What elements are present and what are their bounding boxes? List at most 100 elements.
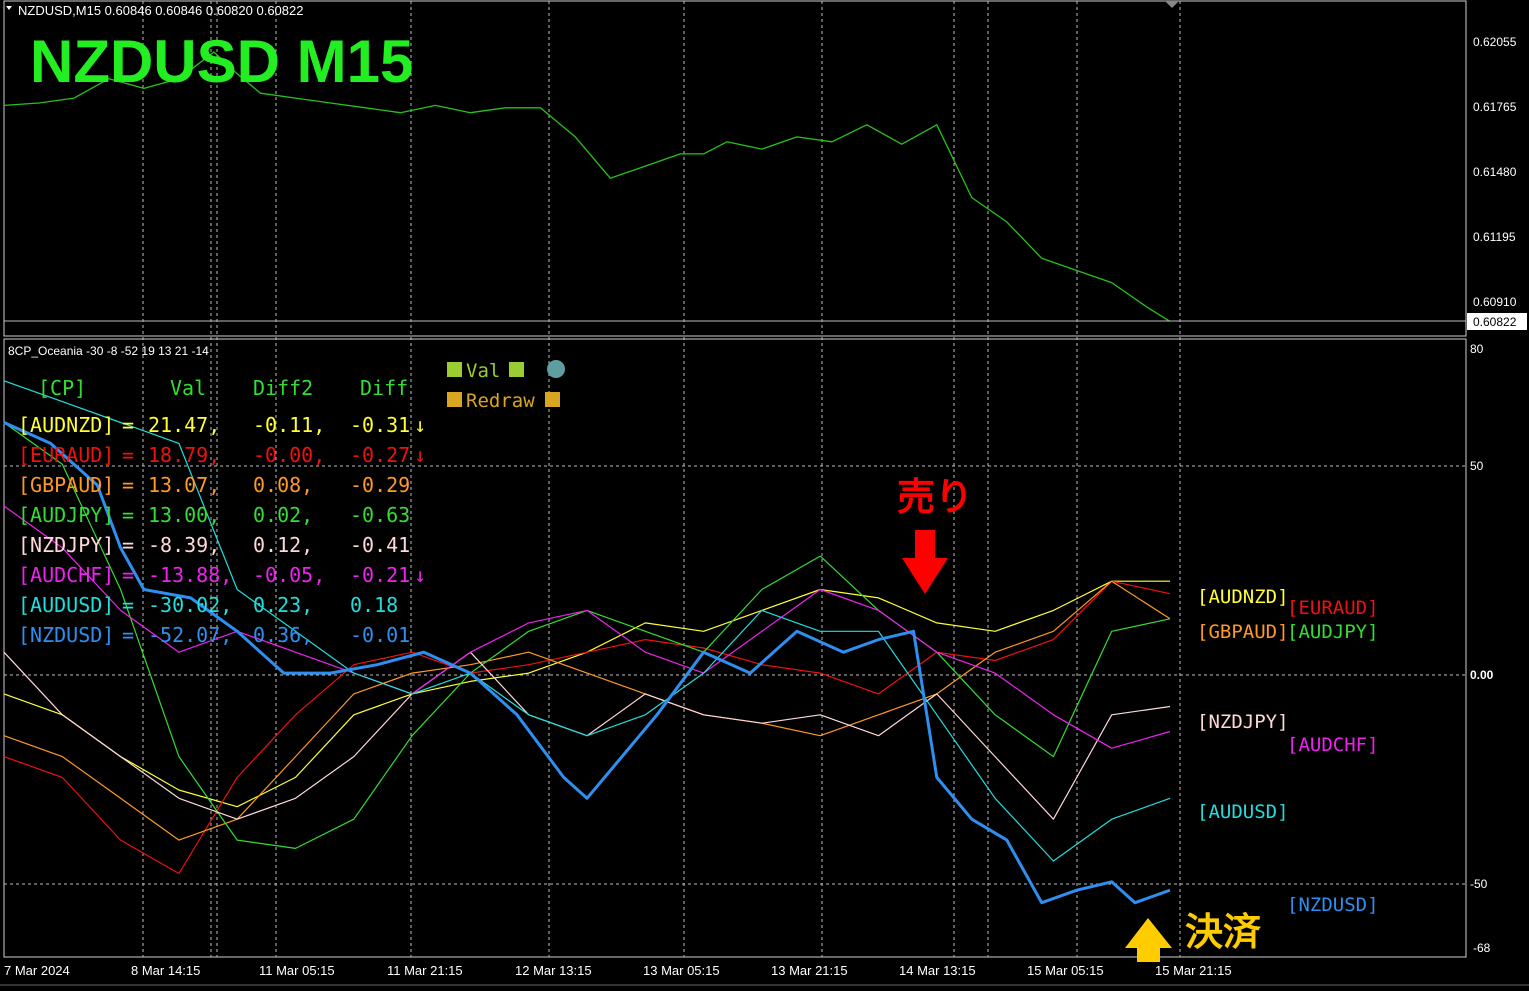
time-tick: 11 Mar 21:15 (387, 963, 463, 978)
table-cell-val: -30.02, (148, 593, 232, 617)
legend-buttons: Val Redraw (447, 360, 565, 412)
table-cell-diff2: 0.36, (253, 623, 313, 647)
table-cell-sep: = (122, 623, 134, 647)
table-cell-sep: = (122, 563, 134, 587)
table-cell-diff: -0.21 (350, 563, 410, 587)
table-cell-pair: [AUDCHF] (18, 563, 114, 587)
table-cell-diff: -0.29 (350, 473, 410, 497)
ind-tick: -50 (1470, 877, 1488, 891)
table-cell-diff: -0.31 (350, 413, 410, 437)
table-header-val: Val (170, 376, 206, 400)
time-tick: 13 Mar 05:15 (643, 963, 720, 978)
val-square-icon[interactable] (509, 362, 524, 377)
redraw-label[interactable]: Redraw (466, 390, 535, 412)
table-cell-diff2: -0.11, (253, 413, 325, 437)
time-tick: 13 Mar 21:15 (771, 963, 848, 978)
series-label: [NZDUSD] (1287, 894, 1379, 916)
series-line-nzdusd (3, 421, 1171, 905)
redraw-square-icon[interactable] (447, 392, 462, 407)
series-label: [GBPAUD] (1197, 621, 1289, 643)
series-line-audchf (3, 505, 1171, 749)
time-tick: 12 Mar 13:15 (515, 963, 592, 978)
redraw-square-icon[interactable] (545, 392, 560, 407)
time-tick: 8 Mar 14:15 (131, 963, 200, 978)
table-cell-val: 21.47, (148, 413, 220, 437)
table-header-cp: [CP] (38, 376, 86, 400)
table-cell-sep: = (122, 503, 134, 527)
time-tick: 15 Mar 21:15 (1155, 963, 1232, 978)
price-series (3, 51, 1171, 322)
price-panel-frame (3, 0, 1467, 337)
price-tick: 0.61480 (1473, 165, 1517, 179)
current-price-label: 0.60822 (1473, 315, 1517, 329)
table-cell-diff2: 0.08, (253, 473, 313, 497)
price-tick: 0.62055 (1473, 35, 1517, 49)
table-cell-pair: [NZDJPY] (18, 533, 114, 557)
table-cell-diff: 0.18 (350, 593, 398, 617)
table-header-diff2: Diff2 (253, 376, 313, 400)
series-label: [EURAUD] (1287, 597, 1379, 619)
series-label: [AUDNZD] (1197, 586, 1289, 608)
time-tick: 7 Mar 2024 (4, 963, 70, 978)
table-cell-diff: -0.01 (350, 623, 410, 647)
sell-annotation: 売り (897, 475, 973, 519)
table-cell-pair: [GBPAUD] (18, 473, 114, 497)
ind-tick: 0.00 (1470, 668, 1494, 682)
price-line (3, 51, 1171, 322)
indicator-title: 8CP_Oceania -30 -8 -52 19 13 21 -14 (8, 344, 209, 358)
current-price-box (1467, 313, 1527, 330)
price-tick: 0.61195 (1473, 230, 1516, 244)
table-cell-pair: [AUDJPY] (18, 503, 114, 527)
table-cell-sep: = (122, 593, 134, 617)
grid (4, 1, 1466, 957)
val-label[interactable]: Val (466, 360, 500, 382)
table-cell-sep: = (122, 533, 134, 557)
table-cell-val: -8.39, (148, 533, 220, 557)
series-labels: [AUDNZD] [EURAUD] [GBPAUD] [AUDJPY] [NZD… (1197, 586, 1379, 916)
table-cell-diff: -0.27 (350, 443, 410, 467)
chart-shift-icon[interactable] (1165, 1, 1179, 8)
table-cell-pair: [AUDUSD] (18, 593, 114, 617)
time-axis: 7 Mar 2024 8 Mar 14:15 11 Mar 05:15 11 M… (4, 963, 1232, 978)
indicator-series (3, 380, 1171, 905)
table-cell-arrow: ↓ (414, 443, 426, 467)
series-line-euraud (3, 580, 1171, 875)
table-cell-sep: = (122, 473, 134, 497)
price-tick: 0.61765 (1473, 100, 1517, 114)
table-cell-pair: [AUDNZD] (18, 413, 114, 437)
series-label: [AUDUSD] (1197, 801, 1289, 823)
table-cell-val: 18.79, (148, 443, 220, 467)
table-cell-diff: -0.63 (350, 503, 410, 527)
circle-icon[interactable] (547, 360, 565, 378)
table-cell-diff2: -0.05, (253, 563, 325, 587)
big-title: NZDUSD M15 (30, 28, 413, 95)
table-cell-sep: = (122, 443, 134, 467)
exit-annotation: 決済 (1185, 910, 1262, 954)
table-cell-diff2: -0.00, (253, 443, 325, 467)
table-cell-val: 13.00, (148, 503, 220, 527)
table-cell-diff2: 0.02, (253, 503, 313, 527)
table-header-diff: Diff (360, 376, 408, 400)
table-cell-diff2: 0.23, (253, 593, 313, 617)
indicator-panel-frame (3, 338, 1467, 958)
ind-tick: -68 (1473, 941, 1491, 955)
series-label: [AUDCHF] (1287, 734, 1379, 756)
table-cell-sep: = (122, 413, 134, 437)
time-tick: 11 Mar 05:15 (259, 963, 335, 978)
table-cell-diff2: 0.12, (253, 533, 313, 557)
indicator-axis: 80 50 0.00 -50 -68 (1470, 342, 1494, 955)
table-cell-arrow: ↓ (414, 413, 426, 437)
val-square-icon[interactable] (447, 362, 462, 377)
table-cell-val: -52.07, (148, 623, 232, 647)
time-tick: 14 Mar 13:15 (899, 963, 976, 978)
exit-arrow-icon (1125, 918, 1172, 962)
price-axis: 0.62055 0.61765 0.61480 0.61195 0.60910 (1473, 35, 1517, 309)
table-cell-pair: [EURAUD] (18, 443, 114, 467)
table-cell-val: -13.88, (148, 563, 232, 587)
menu-triangle-icon[interactable] (6, 6, 12, 10)
ind-tick: 50 (1470, 459, 1484, 473)
series-label: [NZDJPY] (1197, 711, 1289, 733)
sell-arrow-icon (902, 530, 948, 594)
ind-tick: 80 (1470, 342, 1484, 356)
